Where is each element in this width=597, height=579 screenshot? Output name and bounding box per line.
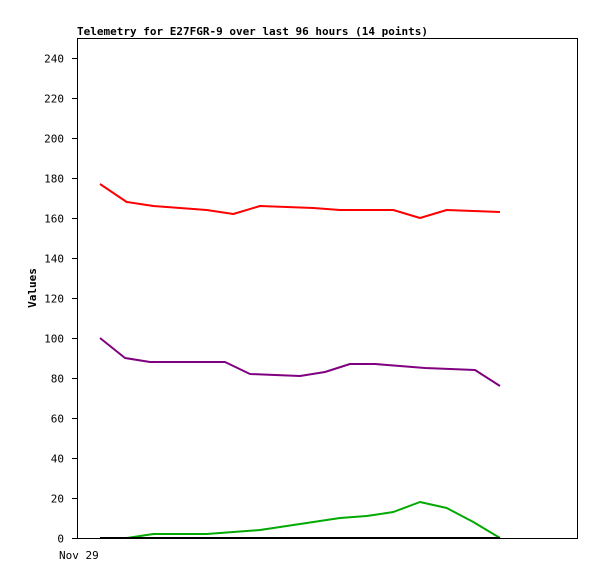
y-tick-label: 200 [44, 133, 64, 146]
y-tick-label: 220 [44, 93, 64, 106]
series-line-1 [99, 337, 501, 387]
y-tick-label: 0 [57, 533, 64, 546]
x-tick-label: Nov 29 [59, 549, 99, 562]
series-line-2 [100, 501, 501, 539]
series-lines [99, 183, 501, 539]
y-tick-label: 40 [51, 453, 64, 466]
series-line-0 [99, 183, 501, 219]
y-tick-label: 180 [44, 173, 64, 186]
chart-title: Telemetry for E27FGR-9 over last 96 hour… [77, 25, 428, 38]
y-tick-label: 120 [44, 293, 64, 306]
y-tick-label: 80 [51, 373, 64, 386]
y-tick-label: 160 [44, 213, 64, 226]
y-axis: 0 20 40 60 80 100 120 140 160 180 200 220 240 [44, 53, 77, 546]
y-axis-label: Values [26, 268, 39, 308]
y-tick-label: 140 [44, 253, 64, 266]
y-tick-label: 60 [51, 413, 64, 426]
y-tick-label: 100 [44, 333, 64, 346]
y-tick-label: 240 [44, 53, 64, 66]
plot-area [77, 38, 578, 539]
x-axis: Nov 29 [59, 549, 99, 562]
y-tick-label: 20 [51, 493, 64, 506]
